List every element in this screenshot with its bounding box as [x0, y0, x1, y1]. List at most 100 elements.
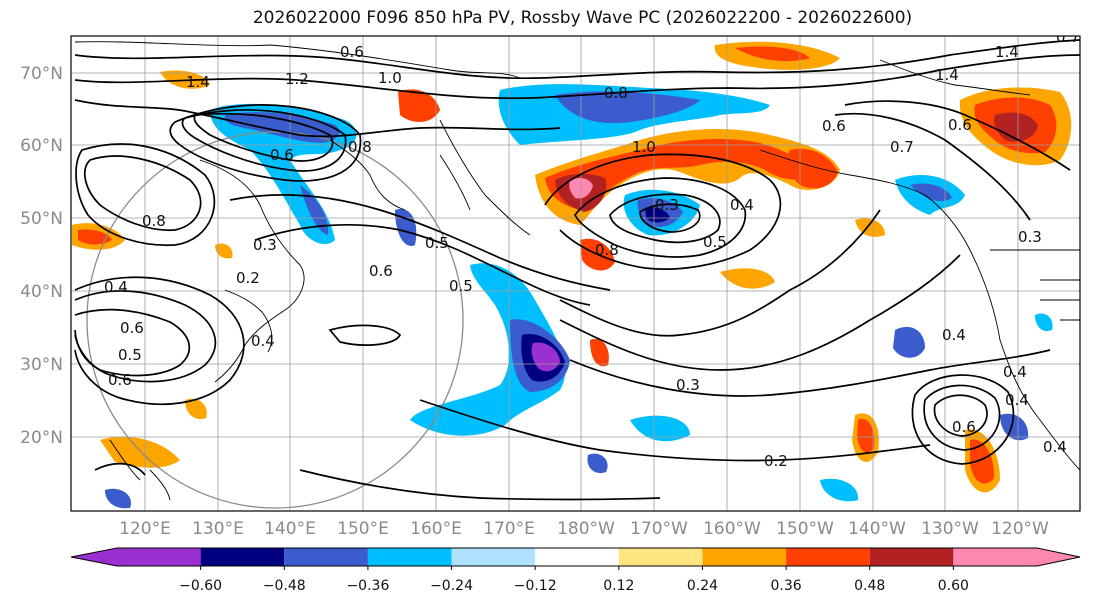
- lon-label: 140°E: [264, 519, 316, 539]
- colorbar-tick-label: −0.12: [514, 578, 557, 594]
- colorbar-tick-label: −0.48: [263, 578, 306, 594]
- lon-label: 130°W: [921, 519, 979, 539]
- contour-label: 0.4: [1005, 391, 1029, 409]
- negative-anomaly-region: [910, 183, 952, 202]
- colorbar-tick-label: 0.36: [771, 578, 802, 594]
- colorbar-segment: [953, 548, 1080, 566]
- negative-anomaly-region: [105, 488, 131, 509]
- contour-label: 0.6: [120, 319, 144, 337]
- colorbar-segment: [618, 548, 703, 566]
- contour-label: 0.2: [764, 452, 788, 470]
- pv-anomaly-shading: [72, 41, 1072, 509]
- colorbar: −0.60 −0.48 −0.36 −0.24 −0.12 0.12 0.24 0.36 0.4…: [70, 547, 1081, 594]
- positive-anomaly-region: [100, 436, 180, 468]
- lat-label: 60°N: [20, 136, 63, 156]
- contour-label: 0.8: [348, 138, 372, 156]
- latitude-labels: 70°N 60°N 50°N 40°N 30°N 20°N: [20, 64, 63, 448]
- lon-label: 170°E: [483, 519, 535, 539]
- lat-label: 50°N: [20, 209, 63, 229]
- colorbar-segment: [200, 548, 285, 566]
- longitude-labels: 120°E 130°E 140°E 150°E 160°E 170°E 180°…: [119, 519, 1049, 539]
- negative-anomaly-region: [630, 415, 690, 442]
- positive-anomaly-region: [720, 268, 775, 289]
- contour-label: 0.6: [108, 371, 132, 389]
- lon-label: 130°E: [192, 519, 244, 539]
- contour-label: 0.3: [655, 196, 679, 214]
- negative-anomaly-region: [645, 207, 670, 223]
- contour-label: 0.6: [952, 418, 976, 436]
- map-frame: [70, 35, 1081, 512]
- colorbar-tick-label: 0.12: [603, 578, 634, 594]
- coastlines: [74, 41, 1080, 501]
- contour-label: 0.8: [604, 84, 628, 102]
- negative-anomaly-region: [820, 478, 859, 502]
- contour-label: 0.5: [703, 233, 727, 251]
- lon-label: 120°W: [991, 519, 1049, 539]
- positive-anomaly-region: [545, 139, 812, 210]
- colorbar-tick-label: 0.24: [687, 578, 718, 594]
- contour-label: 0.4: [730, 196, 754, 214]
- positive-anomaly-region: [857, 418, 875, 453]
- contour-label: 0.4: [1043, 438, 1067, 456]
- lon-label: 160°E: [410, 519, 462, 539]
- colorbar-segment: [451, 548, 536, 566]
- lat-label: 20°N: [20, 428, 63, 448]
- negative-anomaly-region: [587, 453, 608, 474]
- contour-label: 0.6: [822, 117, 846, 135]
- colorbar-tick-label: −0.60: [179, 578, 222, 594]
- colorbar-segment: [535, 548, 619, 566]
- contour-label: 1.4: [995, 43, 1019, 61]
- contour-label: 1.2: [285, 70, 309, 88]
- pv-contours: [74, 39, 1080, 501]
- contour-label: 0.6: [369, 262, 393, 280]
- contour-label: 0.4: [104, 278, 128, 296]
- map-title: 2026022000 F096 850 hPa PV, Rossby Wave …: [252, 8, 913, 28]
- lon-label: 160°W: [703, 519, 761, 539]
- contour-label: 0.4: [942, 326, 966, 344]
- lon-label: 150°E: [337, 519, 389, 539]
- contour-label: 1.4: [186, 73, 210, 91]
- colorbar-tick-label: 0.60: [938, 578, 969, 594]
- colorbar-segment: [869, 548, 954, 566]
- positive-anomaly-region: [994, 112, 1038, 142]
- contour-label: 0.3: [1018, 228, 1042, 246]
- lon-label: 140°W: [848, 519, 906, 539]
- colorbar-tick-label: 0.48: [854, 578, 885, 594]
- contour-label: 0.7: [890, 138, 914, 156]
- colorbar-segment: [367, 548, 452, 566]
- negative-anomaly-region: [555, 91, 700, 124]
- positive-anomaly-region: [398, 89, 440, 122]
- negative-anomaly-region: [300, 185, 329, 235]
- contour-label: 0.6: [340, 43, 364, 61]
- lon-label: 150°W: [776, 519, 834, 539]
- lon-label: 120°E: [119, 519, 171, 539]
- contour-label: 1.0: [378, 69, 402, 87]
- contour-label: 0.5: [118, 346, 142, 364]
- colorbar-outline: [70, 547, 1081, 567]
- contour-label: 0.8: [142, 212, 166, 230]
- negative-anomaly-region: [410, 263, 566, 436]
- negative-anomaly-region: [1000, 413, 1029, 441]
- negative-anomaly-region: [893, 326, 925, 358]
- colorbar-segment: [71, 548, 201, 566]
- positive-anomaly-region: [185, 398, 207, 420]
- contour-label: 0.6: [270, 146, 294, 164]
- lon-label: 170°W: [630, 519, 688, 539]
- lat-label: 70°N: [20, 64, 63, 84]
- positive-anomaly-region: [590, 338, 609, 367]
- contour-label: 0.7: [1056, 28, 1080, 46]
- contour-label: 1.4: [935, 66, 959, 84]
- reference-circle: [86, 131, 464, 509]
- contour-label: 0.4: [251, 332, 275, 350]
- contour-label: 0.3: [676, 376, 700, 394]
- contour-label: 0.5: [449, 277, 473, 295]
- contour-label: 0.3: [253, 236, 277, 254]
- positive-anomaly-region: [970, 439, 995, 484]
- colorbar-segment: [786, 548, 870, 566]
- contour-label: 0.4: [1003, 363, 1027, 381]
- colorbar-tick-label: −0.24: [430, 578, 473, 594]
- positive-anomaly-region: [78, 229, 112, 245]
- lon-label: 180°W: [557, 519, 615, 539]
- colorbar-segment: [702, 548, 787, 566]
